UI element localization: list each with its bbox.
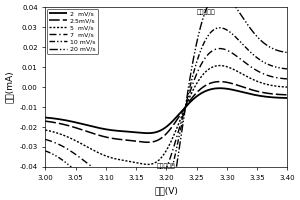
- 10 mV/s: [218, 27, 222, 29]
- 2.5mV/s: [146, 141, 149, 143]
- 2.5mV/s: [58, 122, 62, 125]
- 5  mV/s: [228, 66, 231, 69]
- 2  mV/s: [198, 93, 202, 95]
- 2  mV/s: [286, 97, 289, 99]
- 7  mV/s: [184, 103, 188, 106]
- Y-axis label: 电流(mA): 电流(mA): [5, 71, 14, 103]
- 2  mV/s: [184, 105, 188, 107]
- 20 mV/s: [58, 179, 62, 182]
- 2  mV/s: [58, 118, 62, 121]
- 2.5mV/s: [286, 94, 289, 96]
- 2  mV/s: [146, 132, 149, 134]
- 20 mV/s: [253, 32, 256, 35]
- 2.5mV/s: [218, 80, 222, 83]
- 20 mV/s: [44, 168, 47, 171]
- 2.5mV/s: [191, 96, 194, 99]
- 20 mV/s: [191, 62, 194, 65]
- 7  mV/s: [218, 47, 222, 50]
- 5  mV/s: [58, 133, 62, 135]
- 2  mV/s: [44, 116, 47, 119]
- 5  mV/s: [146, 163, 149, 166]
- 7  mV/s: [228, 50, 231, 53]
- Line: 7  mV/s: 7 mV/s: [45, 49, 287, 188]
- 10 mV/s: [191, 75, 194, 78]
- 7  mV/s: [146, 187, 149, 189]
- 20 mV/s: [286, 51, 289, 54]
- Line: 2  mV/s: 2 mV/s: [45, 88, 287, 133]
- 7  mV/s: [253, 68, 256, 70]
- 2.5mV/s: [228, 82, 231, 84]
- 5  mV/s: [44, 129, 47, 131]
- 2  mV/s: [218, 87, 222, 89]
- 7  mV/s: [198, 66, 202, 68]
- Line: 20 mV/s: 20 mV/s: [45, 0, 287, 200]
- 10 mV/s: [228, 31, 231, 33]
- 20 mV/s: [184, 101, 188, 103]
- 5  mV/s: [198, 78, 202, 80]
- 5  mV/s: [184, 104, 188, 106]
- Line: 2.5mV/s: 2.5mV/s: [45, 82, 287, 142]
- 2.5mV/s: [253, 89, 256, 92]
- 10 mV/s: [286, 68, 289, 70]
- 7  mV/s: [191, 83, 194, 86]
- 7  mV/s: [286, 78, 289, 80]
- 2  mV/s: [253, 94, 256, 96]
- Line: 5  mV/s: 5 mV/s: [45, 66, 287, 164]
- 2.5mV/s: [198, 88, 202, 91]
- 10 mV/s: [198, 52, 202, 54]
- 10 mV/s: [58, 157, 62, 160]
- 5  mV/s: [286, 86, 289, 88]
- 20 mV/s: [228, 0, 231, 1]
- 5  mV/s: [218, 64, 222, 67]
- 2  mV/s: [191, 99, 194, 101]
- 2.5mV/s: [184, 105, 188, 107]
- 5  mV/s: [191, 90, 194, 92]
- 5  mV/s: [253, 79, 256, 81]
- 10 mV/s: [44, 150, 47, 152]
- 10 mV/s: [184, 102, 188, 105]
- 7  mV/s: [58, 144, 62, 146]
- 7  mV/s: [44, 138, 47, 141]
- Legend: 2  mV/s, 2.5mV/s, 5  mV/s, 7  mV/s, 10 mV/s, 20 mV/s: 2 mV/s, 2.5mV/s, 5 mV/s, 7 mV/s, 10 mV/s…: [46, 9, 98, 54]
- Line: 10 mV/s: 10 mV/s: [45, 28, 287, 200]
- 2.5mV/s: [44, 120, 47, 122]
- 2  mV/s: [228, 88, 231, 90]
- X-axis label: 电压(V): 电压(V): [154, 186, 178, 195]
- 20 mV/s: [198, 28, 202, 31]
- Text: 还原峰电流: 还原峰电流: [157, 163, 176, 169]
- Text: 氧化峰电流: 氧化峰电流: [196, 10, 215, 15]
- 10 mV/s: [253, 54, 256, 57]
